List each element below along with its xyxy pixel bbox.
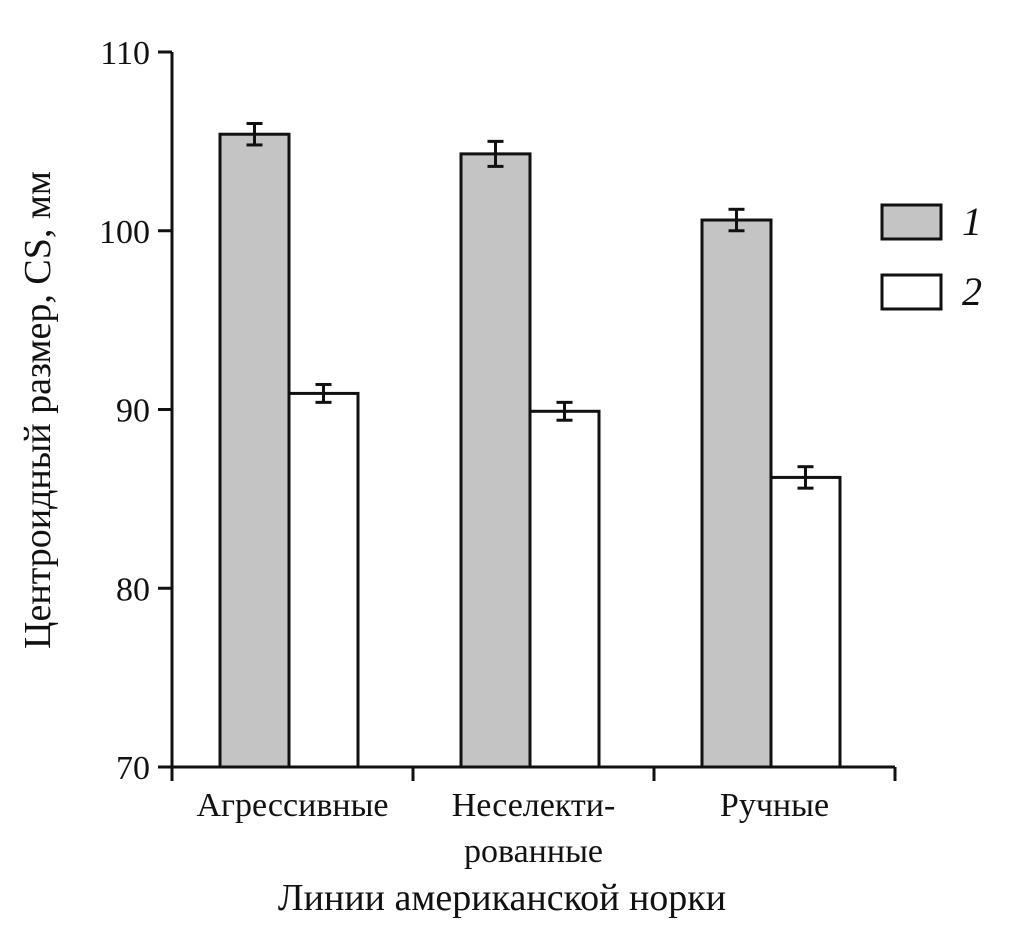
y-tick-label: 90 <box>116 393 150 430</box>
y-tick-label: 70 <box>116 750 150 787</box>
y-tick-label: 80 <box>116 571 150 608</box>
x-category-label: Неселекти- <box>452 787 616 824</box>
bar <box>459 152 532 769</box>
x-axis-title: Линии американской норки <box>278 877 726 919</box>
bar <box>700 218 773 769</box>
legend-label: 1 <box>962 199 982 244</box>
x-category-label: Агрессивные <box>197 787 389 824</box>
y-tick-label: 110 <box>100 35 150 72</box>
legend-label: 2 <box>962 269 982 314</box>
legend-swatch <box>880 203 943 241</box>
bar <box>528 409 601 769</box>
legend-swatch <box>880 273 943 311</box>
y-tick-label: 100 <box>99 214 150 251</box>
bars <box>218 122 842 769</box>
x-category-label: Ручные <box>720 787 829 824</box>
bar <box>218 132 291 769</box>
bar <box>769 475 842 769</box>
y-axis-title: Центроидный размер, CS, мм <box>17 171 59 649</box>
legend: 12 <box>880 199 982 314</box>
x-category-label: рованные <box>464 833 603 870</box>
bar <box>287 391 360 769</box>
